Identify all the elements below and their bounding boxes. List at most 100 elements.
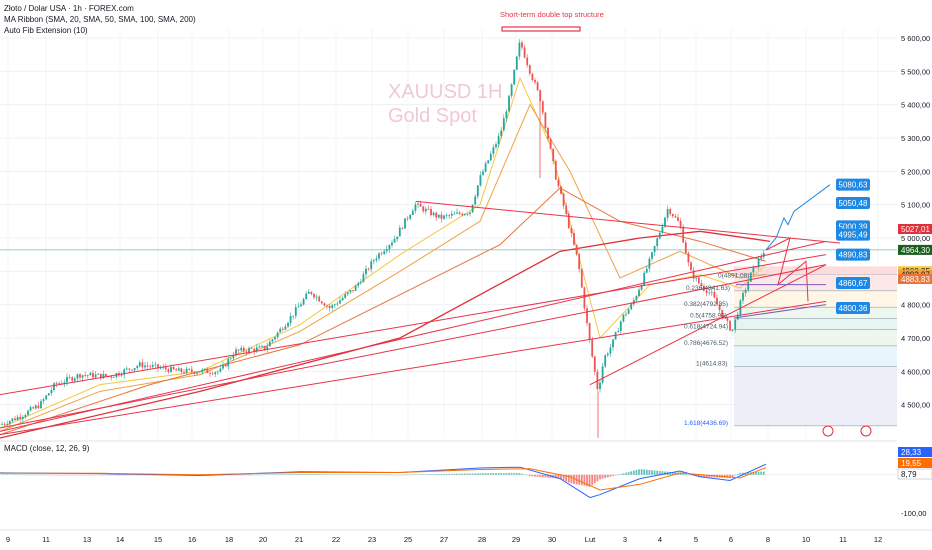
macd-histogram-bar [1, 474, 3, 475]
candle-body [396, 236, 399, 240]
macd-histogram-bar [411, 474, 414, 476]
time-axis[interactable]: 9 11 13 14 15 16 18 20 21 22 23 25 27 28 29 30 Lut 3 4 5 6 8 1… [0, 529, 932, 544]
macd-histogram-bar [107, 474, 110, 476]
macd-histogram-bar [484, 473, 487, 475]
macd-histogram-bar [315, 474, 318, 475]
candle-body [492, 147, 495, 154]
symbol-title[interactable]: Złoto / Dolar USA · 1h · FOREX.com [4, 4, 134, 13]
time-tick-label: 11 [42, 535, 50, 544]
candle-body [196, 372, 198, 374]
fib-label: 0(4891.08) [718, 272, 749, 279]
macd-histogram-bar [99, 474, 102, 476]
candle-body [71, 377, 74, 381]
candle-body [258, 346, 261, 348]
macd-histogram-bar [341, 474, 344, 475]
time-tick-label: 8 [766, 535, 770, 544]
macd-histogram-bar [16, 474, 19, 476]
candle-body [419, 203, 422, 207]
candle-body [466, 213, 469, 215]
fib-label: 1(4614.83) [696, 360, 727, 367]
time-tick-label: 27 [440, 535, 448, 544]
candle-body [89, 372, 92, 376]
candle-body [183, 371, 185, 373]
macd-histogram-bar [55, 474, 58, 476]
macd-tag-label: 19,55 [901, 459, 922, 468]
candle-body [692, 270, 695, 279]
candle-body [1, 423, 3, 425]
macd-histogram-bar [565, 474, 568, 482]
candle-body [567, 213, 570, 228]
macd-histogram-bar [578, 474, 581, 485]
macd-pane [0, 440, 932, 499]
candle-body [445, 215, 448, 217]
time-tick-label: 30 [548, 535, 556, 544]
candle-body [573, 233, 575, 245]
macd-histogram-bar [287, 474, 289, 475]
macd-histogram-bar [320, 474, 323, 475]
candle-body [167, 369, 170, 373]
macd-histogram-bar [284, 474, 287, 475]
macd-histogram-bar [370, 474, 373, 476]
candle-body [510, 84, 513, 96]
macd-histogram-bar [266, 474, 269, 476]
candle-body [471, 204, 474, 213]
macd-histogram-bar [81, 474, 84, 476]
macd-histogram-bar [349, 474, 352, 475]
macd-tag [898, 447, 932, 457]
trend-line [415, 200, 841, 244]
candle-body [331, 305, 334, 308]
macd-histogram-bar [297, 474, 300, 475]
time-tick-label: 4 [658, 535, 662, 544]
macd-histogram-bar [68, 474, 71, 476]
candle-body [112, 377, 115, 378]
macd-histogram-bar [362, 474, 365, 476]
candle-body [406, 218, 409, 220]
candle-body [638, 289, 640, 296]
candle-body [710, 291, 713, 293]
time-tick-label: Lut [585, 535, 596, 544]
target-box [836, 178, 870, 191]
macd-histogram-bar [586, 474, 588, 487]
macd-histogram-bar [528, 474, 531, 477]
fib-legend[interactable]: Auto Fib Extension (10) [4, 26, 88, 35]
trend-line [0, 254, 827, 396]
macd-histogram-bar [747, 472, 750, 475]
candle-body [484, 163, 487, 172]
candle-body [305, 293, 308, 300]
candle-body [729, 320, 731, 331]
macd-histogram-bar [430, 474, 432, 475]
candle-body [437, 214, 440, 218]
macd-histogram-bar [630, 471, 633, 475]
candle-body [131, 369, 133, 371]
macd-histogram-bar [281, 474, 284, 475]
macd-histogram-bar [414, 474, 417, 476]
macd-histogram-bar [476, 473, 479, 475]
candle-body [84, 375, 87, 376]
macd-legend[interactable]: MACD (close, 12, 26, 9) [4, 444, 90, 453]
candle-body [614, 332, 617, 340]
ma-ribbon-legend[interactable]: MA Ribbon (SMA, 20, SMA, 50, SMA, 100, S… [4, 15, 196, 24]
macd-histogram-bar [474, 473, 477, 475]
price-tick-label: 4 700,00 [901, 334, 930, 343]
macd-histogram-bar [245, 474, 248, 476]
macd-histogram-bar [73, 474, 76, 476]
price-axis[interactable]: 5 600,00 5 500,00 5 400,00 5 300,00 5 200,00… [897, 0, 932, 550]
macd-histogram-bar [406, 474, 409, 476]
macd-histogram-bar [34, 474, 37, 476]
candle-body [385, 249, 388, 252]
macd-histogram-bar [276, 474, 279, 475]
macd-histogram-bar [8, 474, 11, 475]
ma50-line [0, 103, 767, 432]
macd-histogram-bar [305, 474, 308, 475]
candle-body [224, 364, 227, 367]
fib-zone [734, 274, 897, 291]
candle-body [6, 424, 9, 425]
target-price: 5050,48 [839, 199, 868, 208]
macd-histogram-bar [380, 474, 383, 476]
target-price: 5080,63 [839, 181, 868, 190]
candle-body [310, 291, 313, 295]
candle-body [541, 101, 544, 113]
macd-histogram-bar [534, 474, 536, 477]
